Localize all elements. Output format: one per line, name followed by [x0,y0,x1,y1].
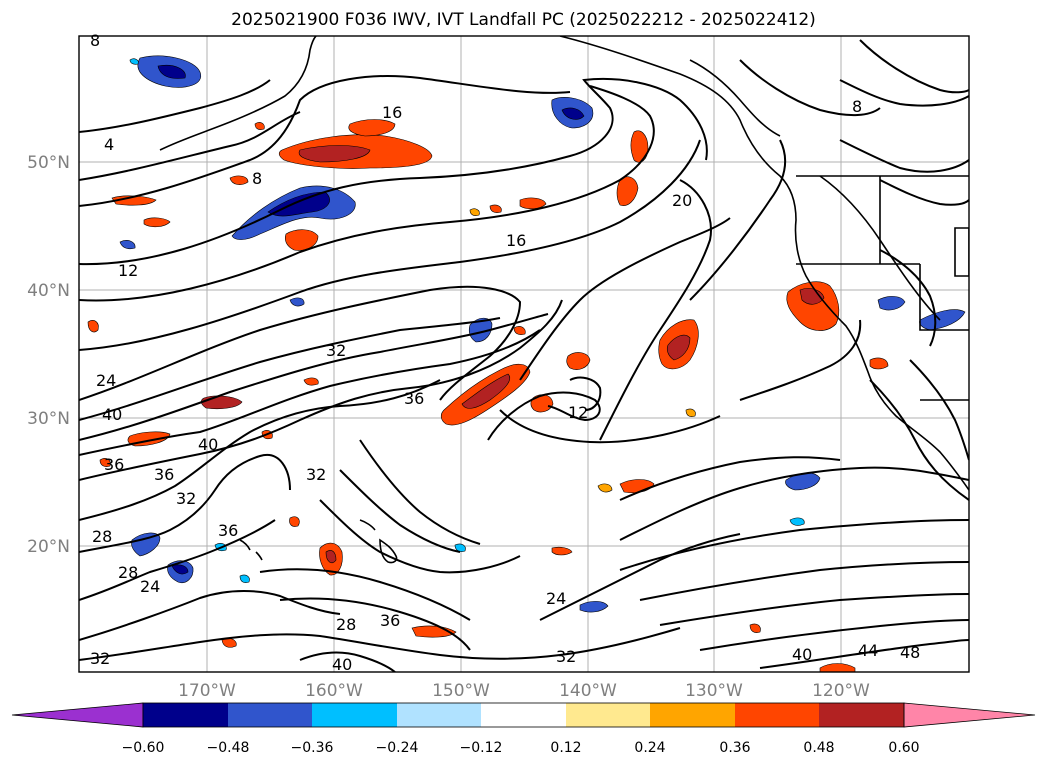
lat-label-50: 50°N [27,153,70,173]
contour-label: 20 [672,191,692,210]
colorbar-tick-label: 0.36 [719,740,750,756]
lon-label-150: 150°W [432,681,490,701]
coastlines [159,36,969,564]
contour-label: 8 [252,169,262,188]
graticule [79,36,969,672]
lon-label-140: 140°W [559,681,617,701]
contour-label: 32 [556,647,576,666]
colorbar-swatch [566,703,650,727]
contour-label: 40 [792,645,812,664]
colorbar-tick-label: 0.48 [803,740,834,756]
contour-label: 44 [858,641,878,660]
contour-label: 40 [102,405,122,424]
contour-label: 8 [852,97,862,116]
contour-label: 12 [118,261,138,280]
lat-label-20: 20°N [27,537,70,557]
lat-label-30: 30°N [27,409,70,429]
colorbar-tick-label: −0.24 [376,740,419,756]
colorbar-border [142,702,905,728]
colorbar-swatch [650,703,735,727]
contour-label: 24 [140,577,160,596]
lon-label-120: 120°W [812,681,870,701]
contour-label: 24 [96,371,116,390]
colorbar-tick-label: −0.60 [122,740,165,756]
colorbar-extend-low [11,702,144,728]
colorbar-swatch [312,703,397,727]
contour-label: 16 [506,231,526,250]
contour-label: 16 [382,103,402,122]
contour-label: 32 [306,465,326,484]
colorbar-tick-label: 0.12 [550,740,581,756]
contour-label: 36 [154,465,174,484]
iwv-contours [79,39,969,672]
colorbar-tick-label: −0.12 [460,740,503,756]
contour-label: 32 [90,649,110,668]
contour-labels: 4 8 8 8 12 12 16 16 20 24 24 24 28 28 28… [90,31,920,674]
colorbar-swatch [481,703,566,727]
colorbar-tick-label: −0.48 [207,740,250,756]
colorbar-swatch [735,703,819,727]
contour-label: 28 [118,563,138,582]
colorbar-swatch [143,703,228,727]
lon-label-160: 160°W [305,681,363,701]
map-title: 2025021900 F036 IWV, IVT Landfall PC (20… [231,10,816,30]
contour-label: 40 [198,435,218,454]
contour-label: 8 [90,31,100,50]
lat-labels: 50°N 40°N 30°N 20°N [27,153,70,557]
colorbar-extend-high [903,702,1036,728]
contour-label: 28 [92,527,112,546]
colorbar-swatch [397,703,481,727]
colorbar: −0.60 −0.48 −0.36 −0.24 −0.12 0.12 0.24 … [11,702,1036,756]
colorbar-swatch [228,703,312,727]
contour-label: 36 [380,611,400,630]
map-border [78,35,970,673]
colorbar-tick-label: −0.36 [291,740,334,756]
contour-label: 36 [218,521,238,540]
lon-label-170: 170°W [178,681,236,701]
contour-label: 32 [176,489,196,508]
lon-label-130: 130°W [685,681,743,701]
lat-label-40: 40°N [27,281,70,301]
contour-label: 12 [568,403,588,422]
contour-label: 36 [104,455,124,474]
contour-label: 24 [546,589,566,608]
lon-labels: 170°W 160°W 150°W 140°W 130°W 120°W [178,681,870,701]
contour-label: 4 [104,135,114,154]
colorbar-tick-label: 0.60 [888,740,919,756]
contour-label: 36 [404,389,424,408]
contour-label: 32 [326,341,346,360]
contour-label: 28 [336,615,356,634]
colorbar-swatch [819,703,904,727]
contour-label: 40 [332,655,352,674]
contour-label: 48 [900,643,920,662]
colorbar-tick-label: 0.24 [634,740,665,756]
map-frame-bg [79,36,969,672]
